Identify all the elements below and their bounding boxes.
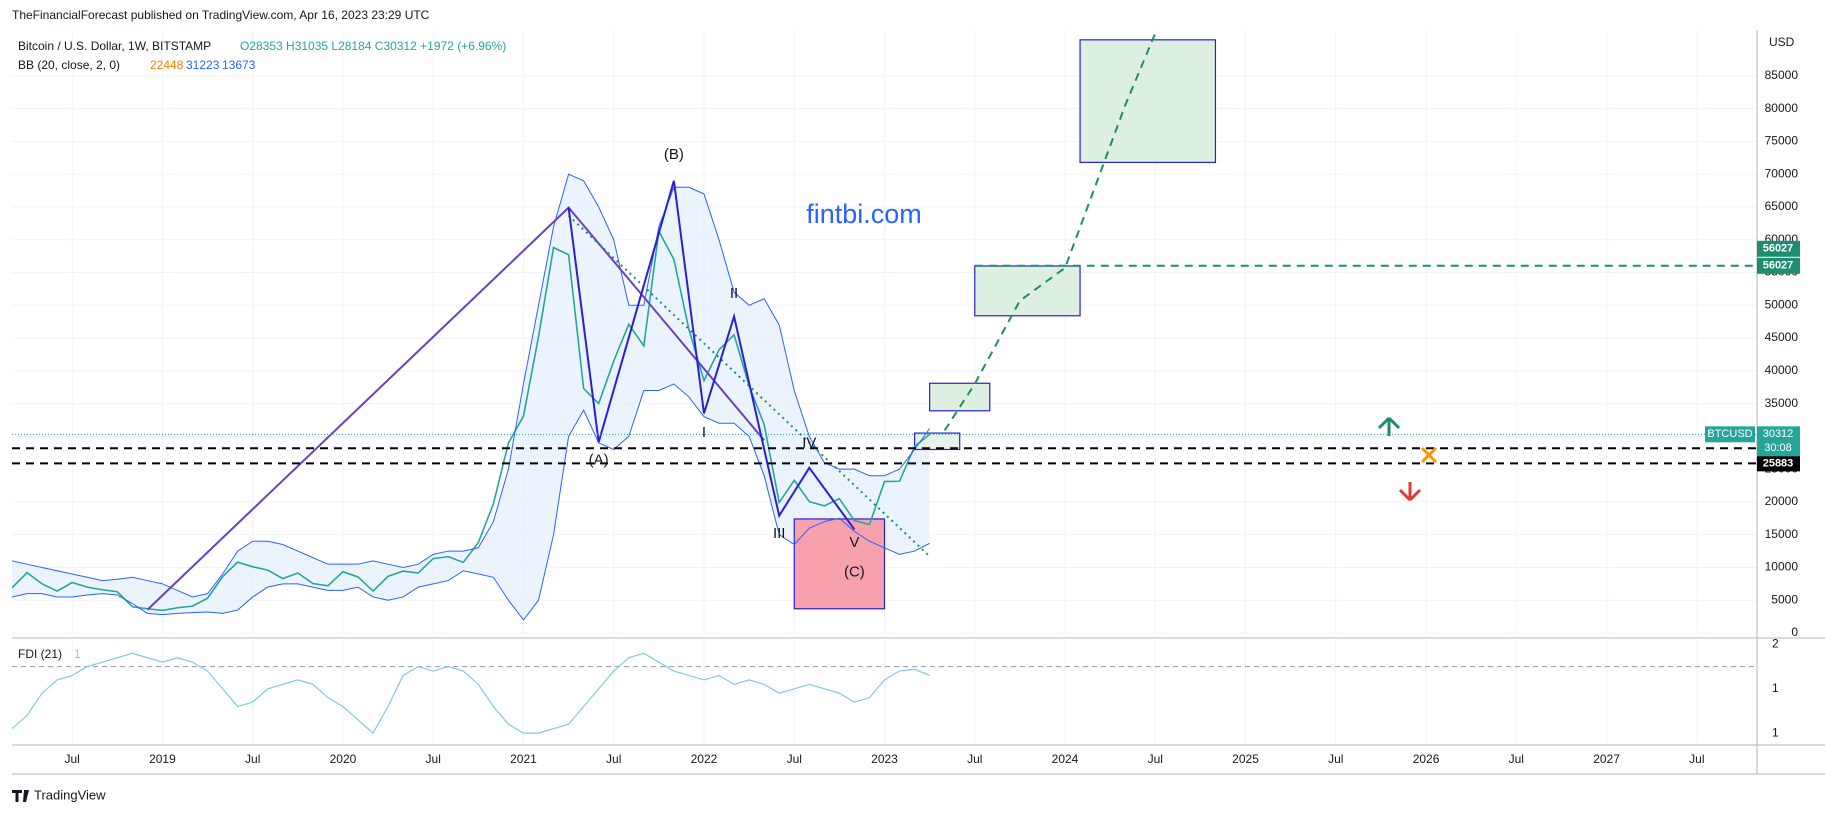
level-badge [1757,257,1800,274]
indicator-value: 31223 [186,58,220,72]
x-tick-label: 2020 [330,752,357,766]
ohlc: O28353 H31035 L28184 C30312 +1972 (+6.96… [240,39,506,53]
wave-label: (C) [844,564,865,581]
y-tick-label: 20000 [1765,494,1799,508]
wave-label: II [730,285,738,302]
x-tick-label: Jul [787,752,802,766]
target-zone [1079,39,1217,163]
drawing-line [567,180,856,531]
indicator-title: BB (20, close, 2, 0) [18,58,120,72]
y-tick-label: 70000 [1765,166,1799,180]
x-tick-label: Jul [1689,752,1704,766]
band-line [12,173,931,598]
publisher: TheFinancialForecast published on Tradin… [12,8,430,22]
wave-label: (A) [589,452,609,469]
y-tick-label: 10000 [1765,560,1799,574]
countdown: 30:08 [1764,442,1792,454]
y-tick-label: 5000 [1771,592,1798,606]
x-tick-label: Jul [1148,752,1163,766]
band-line [12,383,930,621]
x-tick-label: 2026 [1413,752,1440,766]
wave-label: III [773,525,786,542]
band-fill [12,174,930,620]
fdi-title: FDI (21) [18,647,62,661]
watermark: fintbi.com [806,199,922,229]
level-badge-label: 56027 [1763,260,1794,272]
fdi-tick-label: 2 [1772,637,1779,651]
y-tick-label: 40000 [1765,363,1799,377]
fdi-tick-label: 1 [1772,681,1779,695]
y-tick-label: 0 [1791,625,1798,639]
indicator-value: 13673 [222,58,256,72]
fdi-tick-label: 1 [1772,725,1779,739]
target-zone [974,265,1081,317]
tv-logo [12,790,29,802]
y-tick-label: 80000 [1765,101,1799,115]
y-tick-label: 45000 [1765,330,1799,344]
wave-label: I [702,424,706,441]
x-tick-label: Jul [245,752,260,766]
y-tick-label: 35000 [1765,396,1799,410]
x-tick-label: 2019 [149,752,176,766]
price-badge-label: 30312 [1763,428,1794,440]
x-tick-label: Jul [1328,752,1343,766]
x-tick-label: Jul [65,752,80,766]
level-badge-label: 25883 [1763,457,1794,469]
x-tick-label: 2024 [1052,752,1079,766]
x-tick-label: 2022 [691,752,718,766]
indicator-value: 22448 [150,58,184,72]
y-tick-label: 75000 [1765,134,1799,148]
x-tick-label: 2025 [1232,752,1259,766]
x-tick-label: Jul [606,752,621,766]
fdi-value: 1 [74,647,81,661]
wave-label: (B) [664,146,684,163]
y-tick-label: 50000 [1765,297,1799,311]
down-arrow-icon [1398,482,1422,502]
level-badge [1757,455,1800,472]
price-pane [12,32,1757,621]
symbol-title: Bitcoin / U.S. Dollar, 1W, BITSTAMP [18,39,211,53]
price-badge [1757,426,1800,457]
y-tick-label: 85000 [1765,68,1799,82]
x-tick-label: Jul [1509,752,1524,766]
y-unit: USD [1769,35,1795,49]
price-line [12,228,931,612]
wave-label: IV [802,435,816,452]
up-arrow-icon [1377,416,1401,436]
wave-label: V [849,534,859,551]
symbol-badge-label: BTCUSD [1707,428,1752,440]
brand: TradingView [34,787,106,802]
fdi-pane [12,652,1757,735]
target-zone [793,518,886,610]
y-tick-label: 65000 [1765,199,1799,213]
x-tick-label: 2023 [871,752,898,766]
x-tick-label: 2027 [1593,752,1620,766]
x-icon [1420,446,1438,464]
symbol-badge [1705,426,1755,443]
level-badge [1757,240,1800,257]
level-badge-label: 56027 [1763,243,1794,255]
drawing-line [943,32,1157,432]
x-tick-label: Jul [967,752,982,766]
x-tick-label: Jul [426,752,441,766]
fdi-line [12,652,930,735]
x-tick-label: 2021 [510,752,537,766]
y-tick-label: 15000 [1765,527,1799,541]
